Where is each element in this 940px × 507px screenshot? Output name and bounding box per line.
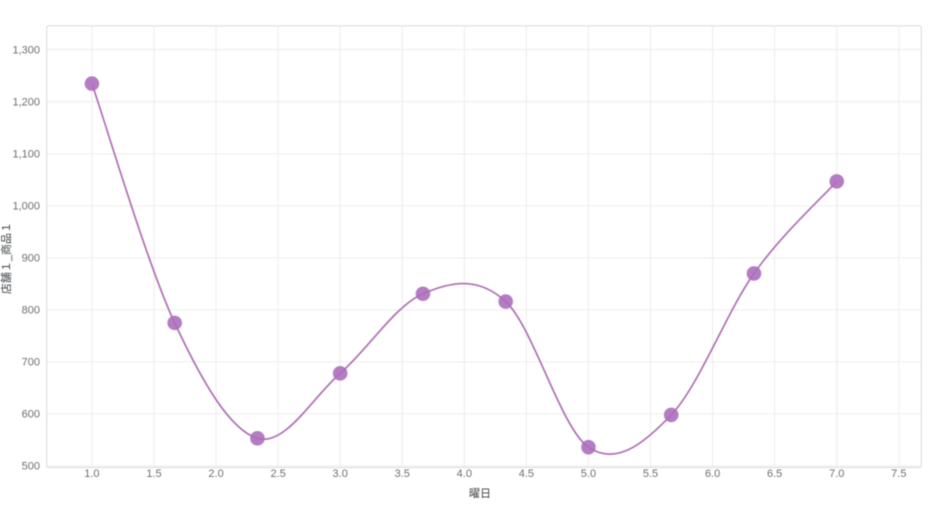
svg-text:5.0: 5.0 xyxy=(581,468,596,480)
svg-text:1,100: 1,100 xyxy=(12,149,40,161)
svg-text:店舗１_商品１: 店舗１_商品１ xyxy=(0,222,13,294)
svg-text:2.5: 2.5 xyxy=(270,468,285,480)
svg-text:曜日: 曜日 xyxy=(469,487,491,500)
svg-text:6.5: 6.5 xyxy=(767,468,782,480)
svg-text:3.5: 3.5 xyxy=(395,468,410,480)
svg-text:500: 500 xyxy=(22,461,40,473)
svg-text:6.0: 6.0 xyxy=(705,468,720,480)
svg-text:7.5: 7.5 xyxy=(891,468,906,480)
svg-text:1,300: 1,300 xyxy=(12,45,40,57)
svg-text:7.0: 7.0 xyxy=(829,468,844,480)
svg-text:600: 600 xyxy=(22,409,40,421)
svg-text:700: 700 xyxy=(22,357,40,369)
svg-text:3.0: 3.0 xyxy=(333,468,348,480)
svg-text:1.5: 1.5 xyxy=(146,468,161,480)
svg-text:900: 900 xyxy=(22,253,40,265)
svg-text:4.5: 4.5 xyxy=(519,468,534,480)
svg-text:800: 800 xyxy=(22,305,40,317)
svg-text:2.0: 2.0 xyxy=(208,468,223,480)
svg-text:1.0: 1.0 xyxy=(84,468,99,480)
svg-text:5.5: 5.5 xyxy=(643,468,658,480)
svg-text:1,000: 1,000 xyxy=(12,201,40,213)
svg-text:1,200: 1,200 xyxy=(12,97,40,109)
svg-text:4.0: 4.0 xyxy=(457,468,472,480)
